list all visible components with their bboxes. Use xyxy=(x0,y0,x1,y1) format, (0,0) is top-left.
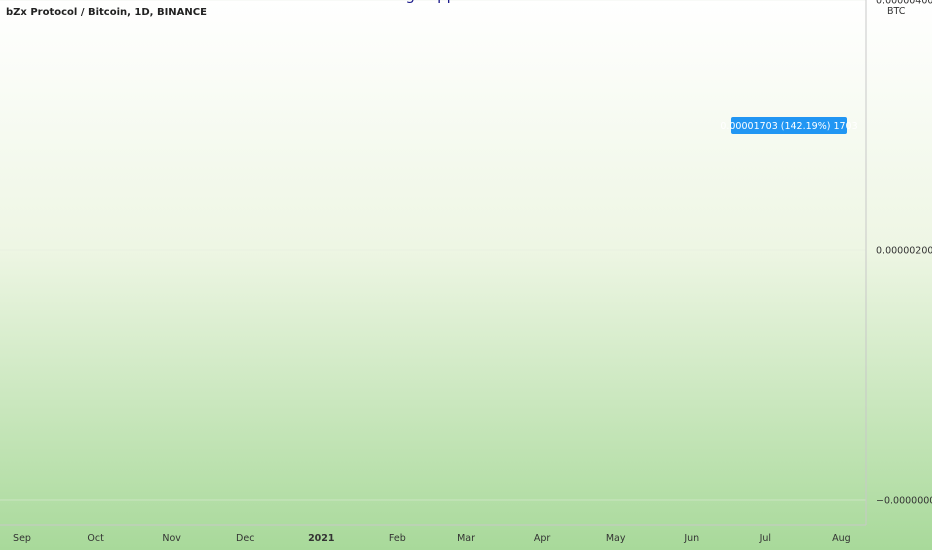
y-tick-label: −0.00000000 xyxy=(876,496,932,507)
x-tick-label: Dec xyxy=(236,533,254,544)
y-tick-label: 0.00000400 xyxy=(876,0,932,7)
x-tick-label: Nov xyxy=(162,533,181,544)
x-tick-label: Oct xyxy=(87,533,104,544)
x-tick-label: Mar xyxy=(457,533,475,544)
x-tick-label: Sep xyxy=(13,533,31,544)
x-tick-label: Jun xyxy=(683,533,699,544)
currency-label: BTC xyxy=(887,6,906,17)
chart-annotation: Strong support xyxy=(366,0,478,4)
x-tick-label: Aug xyxy=(832,533,851,544)
chart-title: bZx Protocol / Bitcoin, 1D, BINANCE xyxy=(6,7,207,18)
x-tick-label: Feb xyxy=(389,533,406,544)
y-tick-label: 0.00000200 xyxy=(876,246,932,257)
x-tick-label: Jul xyxy=(759,533,771,544)
x-tick-label: 2021 xyxy=(308,533,334,544)
measure-label-box xyxy=(731,117,847,134)
measure-label: 0.00001703 (142.19%) 1703 xyxy=(720,121,857,132)
x-tick-label: May xyxy=(606,533,626,544)
x-tick-label: Apr xyxy=(534,533,551,544)
